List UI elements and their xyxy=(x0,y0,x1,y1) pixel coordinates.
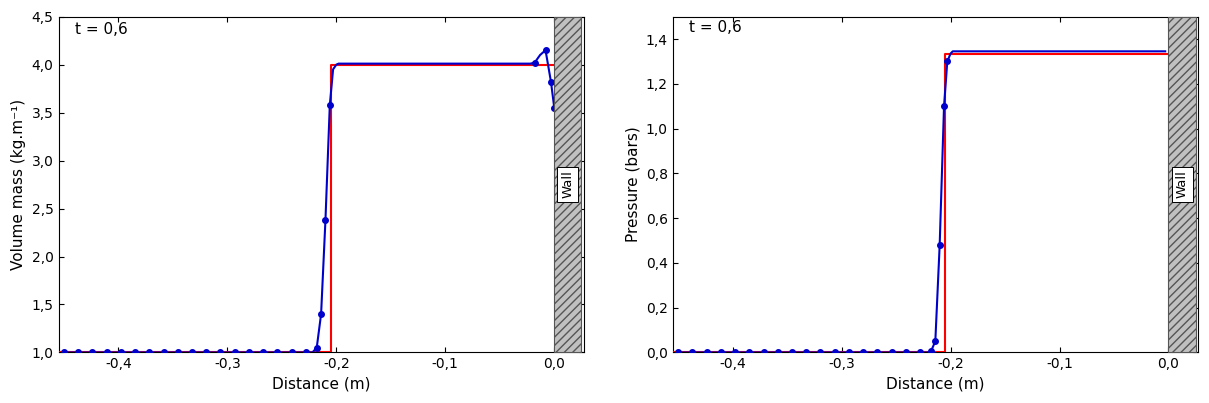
Text: t = 0,6: t = 0,6 xyxy=(689,20,742,35)
Text: t = 0,6: t = 0,6 xyxy=(75,22,128,37)
Text: Wall: Wall xyxy=(561,170,574,199)
Y-axis label: Volume mass (kg.m⁻¹): Volume mass (kg.m⁻¹) xyxy=(11,99,27,270)
Bar xyxy=(554,17,582,353)
X-axis label: Distance (m): Distance (m) xyxy=(272,377,370,392)
Text: Wall: Wall xyxy=(1175,170,1188,199)
Bar xyxy=(1168,17,1196,353)
Y-axis label: Pressure (bars): Pressure (bars) xyxy=(625,127,641,243)
X-axis label: Distance (m): Distance (m) xyxy=(886,377,984,392)
